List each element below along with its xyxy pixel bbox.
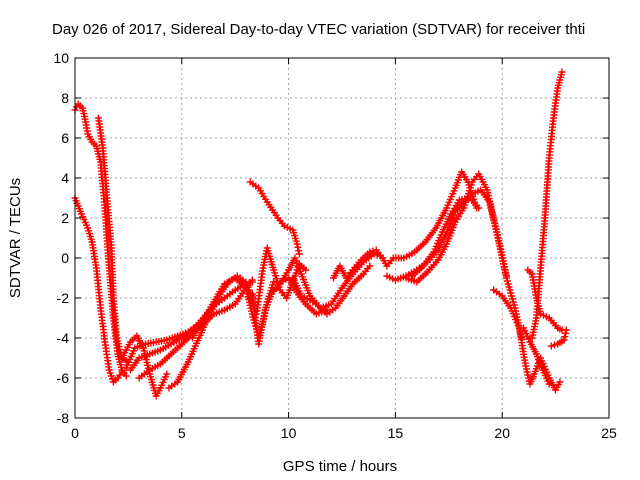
- x-tick-label: 10: [281, 425, 297, 441]
- x-tick-label: 0: [71, 425, 79, 441]
- x-tick-label: 20: [494, 425, 510, 441]
- y-tick-label: -4: [57, 330, 70, 346]
- y-tick-label: 0: [61, 250, 69, 266]
- series-arc-a: [71, 194, 126, 386]
- y-tick-label: 10: [53, 50, 69, 66]
- data-point: [369, 247, 377, 255]
- data-point: [560, 336, 568, 344]
- data-point: [295, 250, 303, 258]
- data-point: [547, 342, 555, 350]
- series-arc-c: [95, 114, 132, 366]
- chart-title: Day 026 of 2017, Sidereal Day-to-day VTE…: [52, 21, 585, 38]
- series-arc-t: [524, 266, 566, 334]
- plot-frame: [74, 57, 610, 419]
- y-tick-label: -2: [57, 290, 70, 306]
- data-point: [562, 326, 570, 334]
- data-point: [558, 68, 566, 76]
- y-tick-label: 8: [61, 90, 69, 106]
- data-point: [551, 341, 558, 349]
- series-arc-l: [246, 178, 303, 258]
- data-point: [556, 378, 564, 386]
- series-arc-q: [409, 194, 483, 280]
- y-tick-label: 2: [61, 210, 69, 226]
- y-tick-label: -6: [57, 370, 70, 386]
- data-point: [122, 372, 130, 380]
- axis-ticks: 0 5 10 15 20 25 -8 -6 -4 -2 0 2 4 6 8 10: [53, 50, 617, 441]
- x-tick-label: 5: [178, 425, 186, 441]
- y-tick-label: 4: [61, 170, 69, 186]
- y-axis-title: SDTVAR / TECUs: [7, 178, 24, 298]
- series-arc-v: [547, 326, 570, 350]
- x-tick-label: 15: [388, 425, 404, 441]
- data-point: [545, 380, 553, 388]
- data-point: [366, 262, 374, 270]
- data-point: [475, 204, 483, 212]
- series-arc-r: [490, 286, 564, 394]
- data-point: [503, 272, 510, 280]
- x-tick-label: 25: [601, 425, 617, 441]
- data-point: [293, 240, 301, 248]
- series-arc-u: [528, 68, 566, 342]
- data-point: [366, 248, 374, 256]
- data-series: [71, 68, 570, 400]
- series-arc-m: [289, 262, 374, 318]
- data-point: [248, 276, 256, 284]
- y-tick-label: 6: [61, 130, 69, 146]
- y-tick-label: -8: [57, 410, 70, 426]
- data-point: [163, 370, 171, 378]
- x-axis-title: GPS time / hours: [283, 458, 397, 475]
- data-point: [302, 266, 310, 274]
- series-arc-s: [520, 324, 553, 388]
